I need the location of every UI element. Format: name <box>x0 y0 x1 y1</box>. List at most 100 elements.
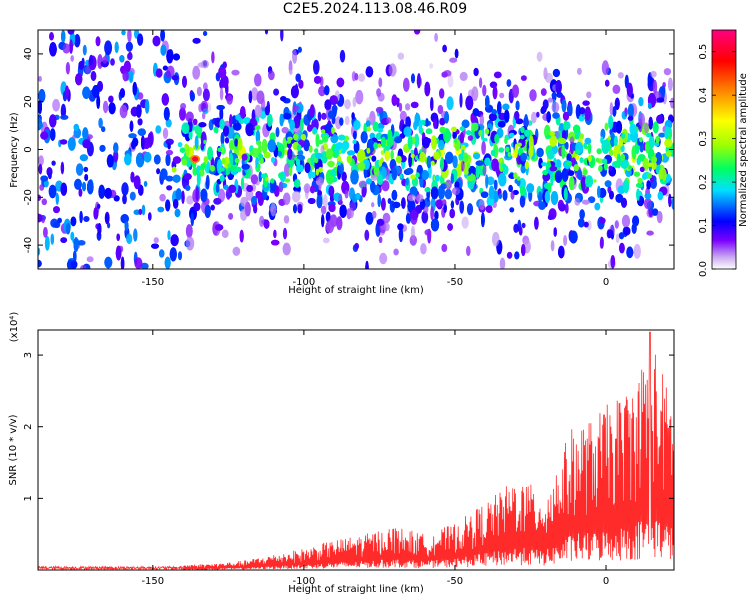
heatmap-cell <box>38 259 42 268</box>
heatmap-cell <box>482 137 488 142</box>
heatmap-cell <box>574 197 581 206</box>
heatmap-cell <box>566 153 572 163</box>
heatmap-cell <box>430 218 440 232</box>
heatmap-cell <box>86 256 94 263</box>
heatmap-cell <box>201 59 209 69</box>
heatmap-cell <box>289 119 296 130</box>
heatmap-cell <box>372 121 379 132</box>
heatmap-cell <box>160 168 168 180</box>
heatmap-cell <box>160 44 167 56</box>
heatmap-cell <box>546 111 551 123</box>
heatmap-cell <box>410 153 415 158</box>
heatmap-cell <box>74 34 81 48</box>
heatmap-cell <box>128 133 137 139</box>
heatmap-cell <box>293 133 299 141</box>
heatmap-cell <box>498 158 503 163</box>
heatmap-cell <box>161 93 169 106</box>
heatmap-cell <box>248 90 253 104</box>
heatmap-cell <box>57 217 62 224</box>
heatmap-cell <box>538 191 542 204</box>
heatmap-cell <box>258 153 262 161</box>
heatmap-cell <box>461 216 469 229</box>
heatmap-cell <box>425 128 433 135</box>
heatmap-cell <box>204 204 211 218</box>
heatmap-cell <box>82 181 86 192</box>
heatmap-cell <box>442 44 447 53</box>
heatmap-cell <box>229 114 233 128</box>
heatmap-cell <box>165 70 171 79</box>
heatmap-cell <box>113 142 119 153</box>
heatmap-cell <box>38 155 44 166</box>
heatmap-cell <box>98 117 103 129</box>
heatmap-cell <box>391 189 398 201</box>
heatmap-cell <box>650 70 657 78</box>
heatmap-cell <box>441 71 448 78</box>
heatmap-cell <box>283 112 292 120</box>
heatmap-cell <box>213 126 219 133</box>
heatmap-cell <box>405 103 411 111</box>
heatmap-cell <box>253 73 262 87</box>
heatmap-cell <box>260 173 266 179</box>
heatmap-cell <box>452 131 457 139</box>
heatmap-cell <box>484 157 491 166</box>
heatmap-cell <box>244 201 251 217</box>
heatmap-cell <box>329 95 338 105</box>
heatmap-cell <box>309 104 315 118</box>
heatmap-cell <box>327 110 335 119</box>
heatmap-cell <box>524 129 530 137</box>
heatmap-cell <box>637 154 646 162</box>
heatmap-cell <box>399 110 407 122</box>
heatmap-cell <box>579 157 584 163</box>
heatmap-cell <box>253 204 258 214</box>
heatmap-cell <box>105 213 110 223</box>
heatmap-cell <box>365 66 374 78</box>
heatmap-cell <box>92 85 100 98</box>
heatmap-cell <box>446 96 454 111</box>
heatmap-cell <box>325 219 334 234</box>
heatmap-cell <box>628 165 633 170</box>
heatmap-cell <box>558 245 565 259</box>
heatmap-cell <box>554 170 563 183</box>
heatmap-cell <box>360 131 368 144</box>
heatmap-cell <box>401 197 406 209</box>
heatmap-cell <box>596 148 602 155</box>
heatmap-cell <box>205 174 210 190</box>
heatmap-cell <box>171 75 179 81</box>
heatmap-cell <box>651 208 659 216</box>
heatmap-cell <box>429 63 434 69</box>
heatmap-cell <box>184 143 189 150</box>
heatmap-cell <box>450 173 454 184</box>
heatmap-cell <box>240 177 245 190</box>
heatmap-cell <box>607 229 614 238</box>
heatmap-cell <box>583 221 589 228</box>
heatmap-cell <box>153 237 159 244</box>
heatmap-cell <box>48 184 57 199</box>
heatmap-cell <box>304 162 311 174</box>
heatmap-cell <box>273 229 277 239</box>
heatmap-cell <box>219 167 225 172</box>
heatmap-cell <box>561 99 567 113</box>
heatmap-cell <box>593 179 597 183</box>
heatmap-cell <box>488 113 497 122</box>
heatmap-cell <box>207 146 214 161</box>
heatmap-cell <box>375 132 383 140</box>
heatmap-cell <box>631 223 637 234</box>
heatmap-cell <box>221 157 226 165</box>
heatmap-cell <box>99 144 106 152</box>
heatmap-cell <box>615 120 623 134</box>
heatmap-cell <box>426 155 432 169</box>
snr-x-label: Height of straight line (km) <box>288 584 424 595</box>
heatmap-cell <box>623 226 631 236</box>
heatmap-cell <box>467 162 471 169</box>
heatmap-cell <box>179 107 186 121</box>
heatmap-cell <box>512 84 519 98</box>
heatmap-cell <box>278 172 284 179</box>
heatmap-cell <box>450 200 454 209</box>
heatmap-cell <box>586 91 592 99</box>
heatmap-cell <box>395 155 402 164</box>
heatmap-cell <box>203 82 208 91</box>
heatmap-cell <box>188 131 193 140</box>
heatmap-cell <box>425 118 429 127</box>
heatmap-cell <box>185 111 194 123</box>
heatmap-cell <box>234 138 239 147</box>
